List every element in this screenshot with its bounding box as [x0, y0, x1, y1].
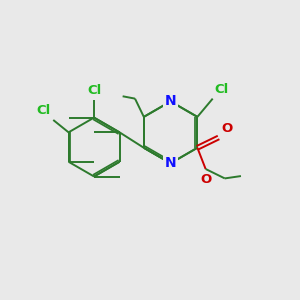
Text: N: N	[165, 156, 176, 170]
Text: Cl: Cl	[214, 83, 228, 96]
Text: Cl: Cl	[37, 104, 51, 117]
Text: O: O	[221, 122, 233, 135]
Text: N: N	[165, 94, 176, 108]
Text: O: O	[200, 173, 211, 186]
Text: Cl: Cl	[87, 84, 101, 97]
